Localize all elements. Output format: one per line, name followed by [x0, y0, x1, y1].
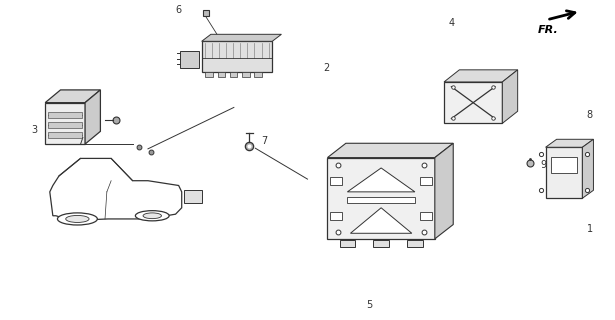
Text: 5: 5 [366, 300, 372, 310]
Ellipse shape [57, 213, 97, 225]
Text: 3: 3 [31, 125, 38, 135]
Bar [205, 72, 213, 77]
Bar [48, 132, 82, 138]
Bar [180, 51, 199, 68]
Bar [255, 72, 262, 77]
Bar [330, 177, 342, 185]
Bar [330, 212, 342, 220]
Bar [347, 197, 415, 203]
Polygon shape [85, 90, 100, 144]
Bar [407, 240, 423, 247]
Text: 4: 4 [448, 18, 454, 28]
Text: 7: 7 [77, 138, 84, 148]
Bar [48, 122, 82, 128]
Bar [551, 157, 577, 173]
Bar [48, 112, 82, 118]
Polygon shape [327, 143, 453, 158]
Bar [230, 72, 237, 77]
Text: 6: 6 [175, 5, 181, 15]
Ellipse shape [135, 211, 169, 221]
Text: 1: 1 [587, 223, 593, 234]
Text: FR.: FR. [538, 25, 559, 35]
Polygon shape [45, 90, 100, 103]
Polygon shape [444, 70, 518, 82]
Bar [339, 240, 355, 247]
Polygon shape [546, 139, 593, 147]
Ellipse shape [143, 213, 162, 219]
Text: 2: 2 [323, 63, 329, 73]
Bar [183, 190, 202, 203]
Bar [373, 240, 389, 247]
Bar [327, 158, 435, 239]
Bar [218, 72, 225, 77]
Polygon shape [351, 208, 412, 233]
Bar [420, 212, 432, 220]
Bar [420, 177, 432, 185]
Text: 7: 7 [261, 136, 268, 146]
Bar [444, 82, 502, 123]
Polygon shape [502, 70, 518, 123]
Polygon shape [582, 139, 593, 198]
Polygon shape [202, 34, 282, 41]
Bar [202, 41, 272, 72]
Bar [242, 72, 250, 77]
Bar [546, 147, 582, 198]
Text: 9: 9 [541, 160, 547, 170]
Polygon shape [435, 143, 453, 239]
Ellipse shape [66, 215, 89, 222]
Bar [45, 103, 85, 144]
Text: 8: 8 [587, 110, 593, 120]
Polygon shape [347, 168, 415, 192]
